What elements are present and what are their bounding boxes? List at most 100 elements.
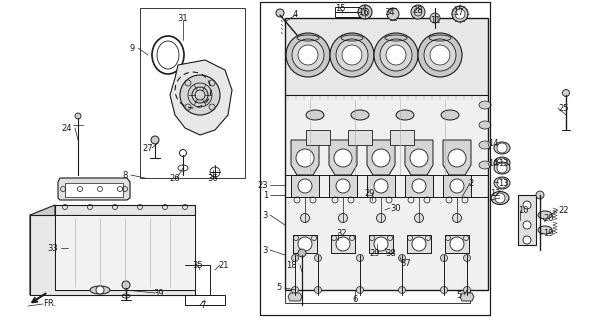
Bar	[140, 8, 245, 178]
Circle shape	[399, 254, 405, 261]
Bar	[306, 130, 330, 145]
Text: 5: 5	[456, 291, 462, 300]
Circle shape	[180, 75, 220, 115]
Circle shape	[410, 149, 428, 167]
Circle shape	[330, 33, 374, 77]
Text: 24: 24	[61, 124, 72, 132]
Text: 32: 32	[336, 228, 347, 237]
Circle shape	[386, 45, 406, 65]
Ellipse shape	[538, 211, 552, 219]
Circle shape	[374, 179, 388, 193]
Polygon shape	[30, 215, 195, 295]
Circle shape	[336, 179, 350, 193]
Bar	[367, 175, 395, 197]
Circle shape	[523, 236, 531, 244]
Text: 15: 15	[334, 4, 345, 12]
Circle shape	[314, 286, 322, 293]
Ellipse shape	[90, 286, 110, 294]
Circle shape	[412, 237, 426, 251]
Text: 23: 23	[257, 180, 268, 189]
Text: 29: 29	[370, 249, 380, 258]
Circle shape	[291, 286, 299, 293]
Circle shape	[412, 179, 426, 193]
Text: 37: 37	[400, 259, 411, 268]
Circle shape	[292, 39, 324, 71]
Text: 34: 34	[385, 7, 395, 17]
Circle shape	[495, 193, 505, 203]
Bar	[445, 235, 469, 253]
Text: 9: 9	[130, 44, 135, 52]
Circle shape	[441, 286, 447, 293]
Text: 38: 38	[385, 249, 396, 258]
Circle shape	[296, 149, 314, 167]
Text: 11: 11	[430, 15, 440, 25]
Text: 25: 25	[558, 103, 569, 113]
Circle shape	[563, 90, 569, 97]
Circle shape	[356, 286, 364, 293]
Circle shape	[342, 45, 362, 65]
Polygon shape	[329, 140, 357, 175]
Text: 33: 33	[47, 244, 58, 252]
Polygon shape	[405, 140, 433, 175]
Circle shape	[298, 45, 318, 65]
Circle shape	[151, 136, 159, 144]
Bar	[331, 235, 355, 253]
Ellipse shape	[494, 142, 510, 154]
Text: 28: 28	[413, 5, 423, 14]
Polygon shape	[58, 178, 130, 200]
Polygon shape	[285, 95, 488, 290]
Text: 30: 30	[390, 204, 401, 212]
Text: 16: 16	[358, 7, 368, 17]
Text: 35: 35	[192, 260, 203, 269]
Bar	[369, 235, 393, 253]
Circle shape	[418, 33, 462, 77]
Text: 26: 26	[170, 173, 180, 182]
Bar	[443, 175, 471, 197]
Text: 4: 4	[293, 10, 297, 19]
Text: 21: 21	[218, 260, 228, 269]
Circle shape	[356, 254, 364, 261]
Bar	[291, 175, 319, 197]
Ellipse shape	[538, 226, 552, 234]
Text: 39: 39	[153, 289, 164, 298]
Circle shape	[464, 286, 470, 293]
Circle shape	[464, 254, 470, 261]
Bar	[329, 175, 357, 197]
Text: 13: 13	[498, 158, 509, 167]
Bar	[285, 18, 488, 290]
Circle shape	[298, 249, 306, 257]
Circle shape	[452, 6, 468, 22]
Text: 3: 3	[263, 211, 268, 220]
Circle shape	[372, 149, 390, 167]
Text: 13: 13	[498, 179, 509, 188]
Text: 7: 7	[200, 300, 206, 309]
Circle shape	[376, 213, 385, 222]
Circle shape	[75, 113, 81, 119]
Circle shape	[430, 13, 440, 23]
Circle shape	[122, 281, 130, 289]
Circle shape	[424, 39, 456, 71]
Polygon shape	[460, 293, 474, 301]
Circle shape	[358, 5, 372, 19]
Circle shape	[374, 33, 418, 77]
Ellipse shape	[479, 101, 491, 109]
Circle shape	[452, 213, 461, 222]
Circle shape	[411, 5, 425, 19]
Circle shape	[497, 163, 507, 173]
Circle shape	[339, 213, 347, 222]
Text: 27: 27	[143, 143, 154, 153]
Text: 2: 2	[468, 179, 473, 188]
Circle shape	[276, 9, 284, 17]
Ellipse shape	[351, 110, 369, 120]
Bar	[407, 235, 431, 253]
Ellipse shape	[494, 162, 510, 174]
Ellipse shape	[441, 110, 459, 120]
Circle shape	[448, 149, 466, 167]
Text: 14: 14	[488, 139, 498, 148]
Text: 19: 19	[543, 228, 554, 237]
Bar	[55, 215, 195, 290]
Circle shape	[455, 9, 465, 19]
Ellipse shape	[306, 110, 324, 120]
Bar	[260, 2, 490, 315]
Text: 20: 20	[543, 213, 554, 222]
